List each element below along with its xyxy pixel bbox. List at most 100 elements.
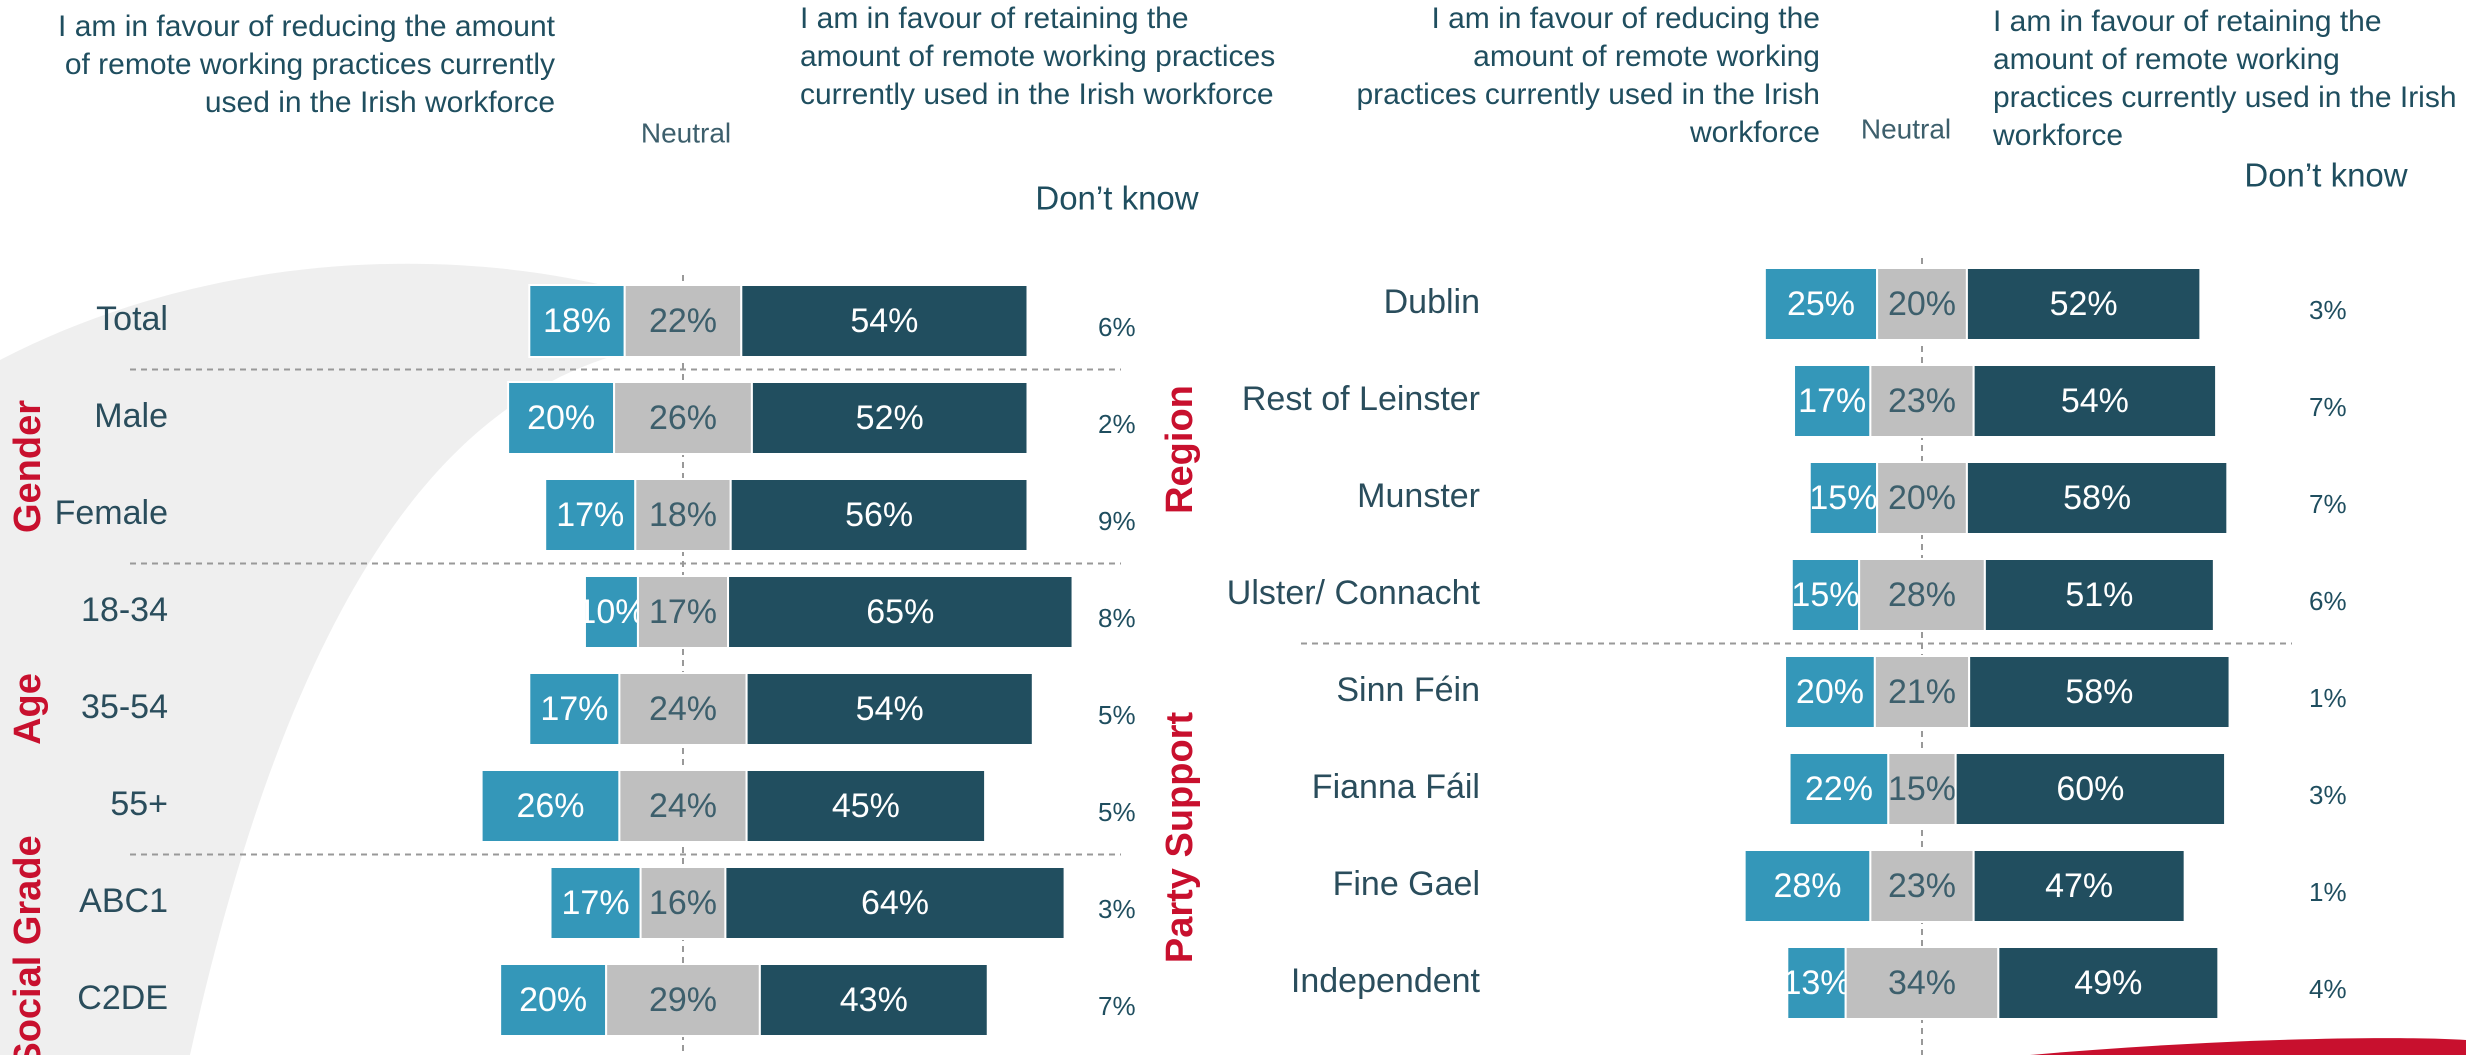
group-label: Age [7, 673, 49, 745]
bar-value-label: 20% [1796, 673, 1864, 711]
dont-know-value: 3% [2309, 780, 2347, 810]
category-label: 55+ [110, 785, 168, 823]
bar-segment [1869, 849, 1975, 923]
bar-value-label: 28% [1773, 867, 1841, 905]
dont-know-value: 6% [2309, 586, 2347, 616]
bar-value-label: 21% [1888, 673, 1956, 711]
bar-value-label: 51% [2065, 576, 2133, 614]
bar-value-label: 29% [649, 981, 717, 1019]
bar-segment [729, 478, 1029, 552]
group-label: Party Support [1159, 712, 1201, 964]
bar-segment [1869, 364, 1975, 438]
bar-value-label: 64% [861, 884, 929, 922]
bar-value-label: 56% [845, 496, 913, 534]
bar-value-label: 45% [832, 787, 900, 825]
dont-know-value: 2% [1098, 409, 1136, 439]
bar-value-label: 24% [649, 690, 717, 728]
bar-value-label: 17% [562, 884, 630, 922]
bar-segment [1972, 364, 2218, 438]
dont-know-value: 7% [2309, 392, 2347, 422]
bar-value-label: 15% [1809, 479, 1877, 517]
bar-value-label: 49% [2074, 964, 2142, 1002]
legend-header: I am in favour of retaining the amount o… [800, 2, 1276, 111]
bar-value-label: 23% [1888, 382, 1956, 420]
bar-segment [1763, 267, 1879, 341]
bar-segment [1876, 461, 1968, 535]
bar-value-label: 20% [519, 981, 587, 1019]
bar-segment [745, 672, 1034, 746]
bar-segment [1743, 849, 1872, 923]
category-label: Munster [1357, 477, 1480, 515]
bar-segment [499, 963, 608, 1037]
group-label: Region [1159, 385, 1201, 514]
bar-segment [1790, 558, 1861, 632]
category-label: Dublin [1384, 283, 1480, 321]
bar-value-label: 15% [1888, 770, 1956, 808]
category-label: Sinn Féin [1336, 671, 1480, 709]
decor-swoosh [2030, 1038, 2466, 1055]
bar-segment [623, 284, 743, 358]
bar-value-label: 18% [543, 302, 611, 340]
bar-segment [528, 672, 621, 746]
bar-value-label: 26% [649, 399, 717, 437]
bar-segment [724, 866, 1066, 940]
bar-segment [544, 478, 637, 552]
legend-header: Neutral [641, 117, 731, 148]
bar-value-label: 54% [2061, 382, 2129, 420]
category-label: Independent [1291, 962, 1481, 1000]
bar-segment [1965, 267, 2202, 341]
bar-value-label: 10% [577, 593, 645, 631]
bar-value-label: 65% [866, 593, 934, 631]
bar-value-label: 17% [540, 690, 608, 728]
bar-value-label: 25% [1787, 285, 1855, 323]
bar-value-label: 22% [1805, 770, 1873, 808]
bar-segment [1968, 655, 2231, 729]
dont-know-value: 3% [2309, 295, 2347, 325]
bar-segment [1876, 267, 1968, 341]
bar-segment [745, 769, 987, 843]
category-label: 35-54 [81, 688, 168, 726]
dont-know-value: 7% [1098, 991, 1136, 1021]
legend-header: I am in favour of reducing the amount of… [1356, 2, 1820, 149]
bar-segment [639, 866, 727, 940]
bar-segment [1965, 461, 2229, 535]
bar-value-label: 26% [516, 787, 584, 825]
category-label: ABC1 [79, 882, 168, 920]
bar-segment [758, 963, 989, 1037]
bar-value-label: 13% [1782, 964, 1850, 1002]
legend-header: Don’t know [2244, 157, 2407, 194]
bar-segment [1808, 461, 1879, 535]
bar-segment [1983, 558, 2215, 632]
bar-value-label: 17% [1798, 382, 1866, 420]
bar-segment [480, 769, 621, 843]
bar-segment [727, 575, 1074, 649]
bar-segment [1784, 655, 1876, 729]
legend-header: I am in favour of retaining the amount o… [1993, 5, 2457, 152]
category-label: Rest of Leinster [1242, 380, 1480, 418]
bar-value-label: 24% [649, 787, 717, 825]
bar-value-label: 34% [1888, 964, 1956, 1002]
bar-value-label: 17% [556, 496, 624, 534]
bar-value-label: 16% [649, 884, 717, 922]
bar-segment [1997, 946, 2220, 1020]
bar-segment [507, 381, 616, 455]
bar-value-label: 54% [850, 302, 918, 340]
legend-header: Don’t know [1035, 180, 1198, 217]
bar-value-label: 47% [2045, 867, 2113, 905]
bar-value-label: 20% [527, 399, 595, 437]
dont-know-value: 5% [1098, 700, 1136, 730]
category-label: Fine Gael [1333, 865, 1480, 903]
bar-segment [636, 575, 730, 649]
dont-know-value: 8% [1098, 603, 1136, 633]
bar-segment [750, 381, 1029, 455]
bar-value-label: 20% [1888, 479, 1956, 517]
bar-value-label: 58% [2065, 673, 2133, 711]
group-label: Gender [7, 400, 49, 533]
bar-segment [549, 866, 642, 940]
bar-value-label: 58% [2063, 479, 2131, 517]
bar-value-label: 54% [856, 690, 924, 728]
bar-segment [1972, 849, 2186, 923]
bar-value-label: 52% [856, 399, 924, 437]
bar-segment [618, 769, 748, 843]
